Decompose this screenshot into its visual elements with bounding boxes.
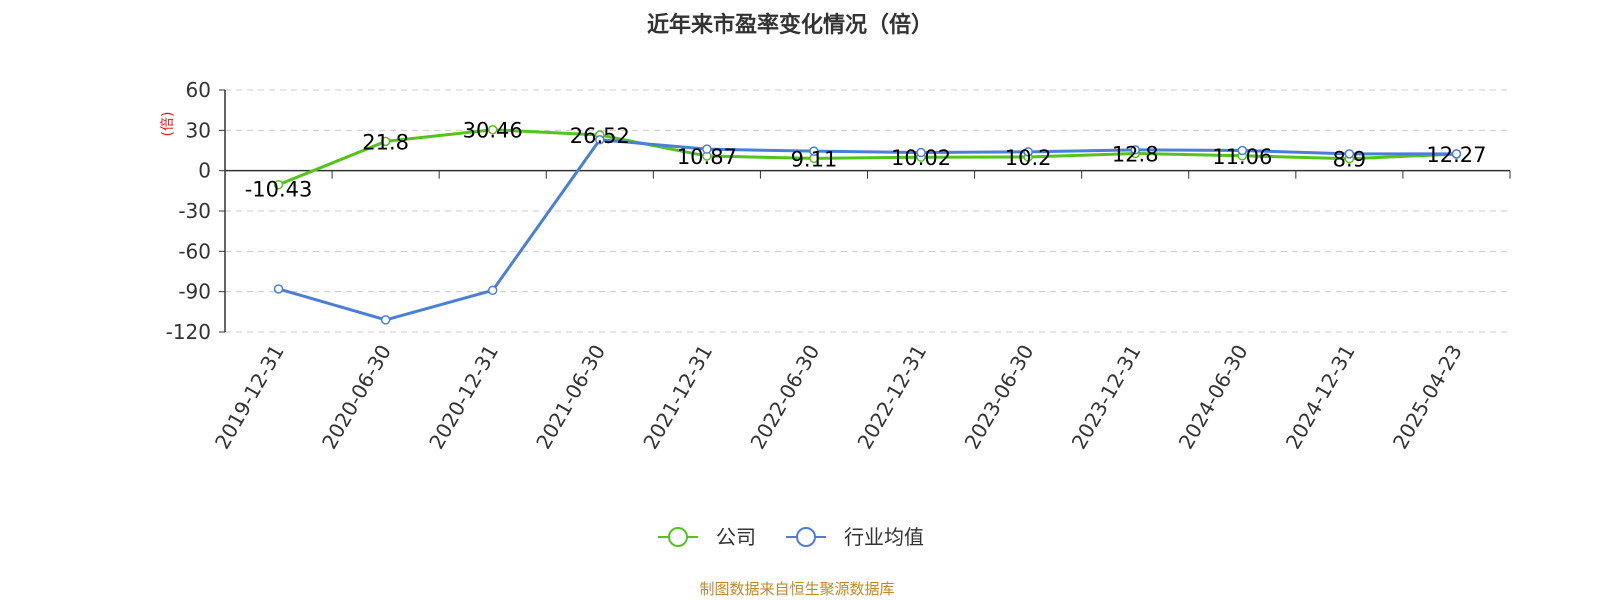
gridlines	[225, 89, 1510, 333]
x-tick-label: 2021-06-30	[531, 341, 610, 454]
company-data-point[interactable]	[380, 136, 391, 147]
y-tick-label: 60	[186, 78, 211, 102]
legend-company-label: 公司	[716, 525, 756, 549]
x-axis: 2019-12-31 2020-06-30 2020-12-31 2021-06-30…	[210, 169, 1511, 454]
company-data-point[interactable]	[273, 179, 284, 190]
x-tick-label: 2023-12-31	[1067, 341, 1146, 454]
legend-item-industry[interactable]: 行业均值	[786, 525, 924, 549]
company-data-label: 8.9	[1333, 148, 1366, 172]
legend-item-company[interactable]: 公司	[658, 525, 756, 549]
x-tick-label: 2022-12-31	[852, 341, 931, 454]
legend-industry-label: 行业均值	[844, 525, 924, 549]
company-data-label: 21.8	[362, 130, 409, 154]
industry-data-point[interactable]	[1023, 147, 1033, 157]
y-tick-label: 0	[198, 159, 211, 183]
company-data-label: -10.43	[245, 178, 313, 202]
x-tick-label: 2024-12-31	[1281, 341, 1360, 454]
y-tick-label: -120	[166, 320, 211, 344]
industry-data-point[interactable]	[1237, 145, 1248, 156]
data-labels: -10.43 21.8 30.46 26.52 10.87 9.11 10.02 10.2 12…	[245, 119, 1487, 202]
x-tick-label: 2020-12-31	[424, 341, 503, 454]
company-data-label: 26.52	[570, 124, 630, 148]
company-data-point[interactable]	[487, 124, 498, 135]
company-data-label: 11.06	[1212, 145, 1272, 169]
x-tick-label: 2020-06-30	[317, 341, 396, 454]
x-tick-label: 2022-06-30	[745, 341, 824, 454]
source-note: 制图数据来自恒生聚源数据库	[699, 580, 894, 598]
y-tick-label: -90	[178, 280, 211, 304]
y-tick-label: -30	[178, 199, 211, 223]
company-data-label: 9.11	[791, 147, 838, 171]
x-tick-label: 2023-06-30	[960, 341, 1039, 454]
industry-data-point[interactable]	[380, 315, 391, 325]
industry-data-point[interactable]	[916, 147, 926, 158]
industry-data-point[interactable]	[1451, 149, 1462, 159]
company-data-label: 12.27	[1426, 143, 1486, 167]
company-data-label: 30.46	[463, 119, 523, 143]
industry-data-point[interactable]	[487, 285, 498, 296]
chart-title: 近年来市盈率变化情况（倍）	[647, 12, 933, 38]
legend-industry-marker-icon	[796, 527, 816, 547]
industry-series-line	[278, 138, 1457, 322]
company-data-label: 10.87	[677, 145, 737, 169]
y-tick-label: -60	[178, 239, 211, 263]
legend-company-marker-icon	[668, 527, 688, 547]
x-tick-label: 2019-12-31	[210, 341, 289, 454]
industry-data-point[interactable]	[702, 144, 712, 154]
y-axis-unit-label: (倍)	[160, 112, 176, 137]
x-tick-label: 2024-06-30	[1174, 341, 1253, 454]
industry-data-point[interactable]	[809, 146, 819, 156]
x-tick-label: 2021-12-31	[638, 341, 717, 454]
x-tick-label: 2025-04-23	[1388, 341, 1467, 454]
series-lines	[273, 124, 1462, 325]
company-data-label: 10.02	[891, 146, 951, 170]
company-data-label: 12.8	[1112, 142, 1159, 166]
industry-data-point[interactable]	[273, 284, 284, 294]
industry-data-point[interactable]	[1130, 145, 1140, 155]
industry-data-point[interactable]	[1344, 149, 1355, 159]
company-data-label: 10.2	[1005, 146, 1052, 170]
y-axis: 60 30 0 -30 -60 -90 -120	[166, 78, 226, 344]
company-series-line	[277, 128, 1457, 187]
industry-data-point[interactable]	[595, 134, 605, 145]
y-tick-label: 30	[186, 118, 211, 142]
legend: 公司 行业均值	[658, 525, 924, 549]
